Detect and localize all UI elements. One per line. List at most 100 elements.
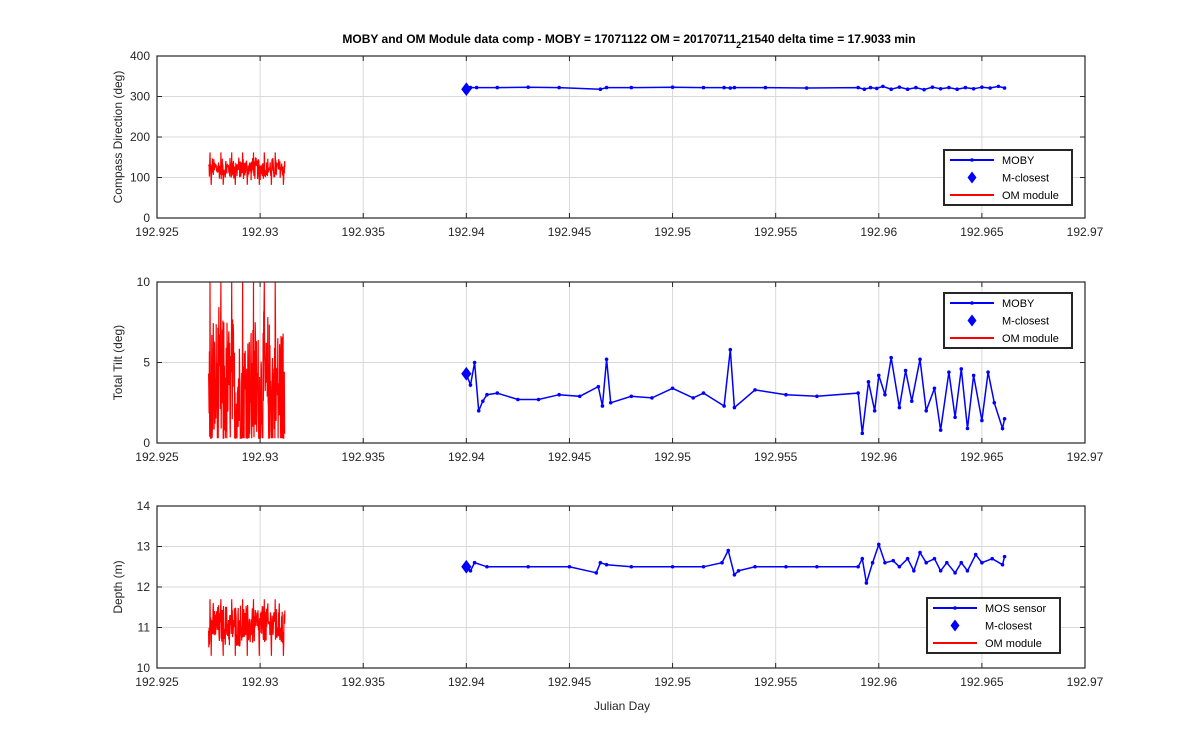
series-om-module-line — [208, 152, 286, 185]
moby-point — [856, 391, 860, 395]
moby-point — [856, 564, 860, 569]
moby-point — [905, 556, 910, 561]
moby-point — [889, 355, 893, 360]
moby-point — [990, 556, 994, 561]
moby-point — [959, 367, 964, 371]
y-tick-label: 0 — [143, 436, 150, 450]
moby-point — [468, 383, 473, 387]
moby-point — [728, 86, 733, 90]
moby-point — [629, 394, 634, 399]
y-tick-label: 10 — [137, 275, 151, 289]
x-tick-label: 192.94 — [448, 450, 485, 464]
legend: MOS sensor M-closest OM module — [926, 597, 1061, 654]
title-main: MOBY and OM Module data comp - MOBY = 17… — [342, 32, 736, 46]
y-tick-label: 200 — [130, 130, 150, 144]
moby-point — [959, 560, 964, 565]
legend-m-closest-swatch — [967, 171, 977, 184]
legend-label: M-closest — [985, 621, 1032, 633]
figure-title: MOBY and OM Module data comp - MOBY = 17… — [342, 32, 915, 50]
moby-point — [883, 560, 887, 565]
moby-point — [876, 542, 881, 547]
moby-point — [938, 428, 943, 432]
legend-m-closest-swatch — [950, 619, 960, 632]
y-tick-label: 11 — [138, 621, 151, 635]
moby-point — [955, 87, 959, 92]
moby-point — [815, 394, 819, 399]
moby-point — [598, 560, 603, 565]
moby-point — [868, 85, 873, 90]
x-axis-label: Julian Day — [594, 699, 650, 713]
y-tick-label: 400 — [130, 49, 150, 63]
moby-point — [732, 85, 737, 90]
moby-point — [938, 569, 943, 573]
moby-point — [922, 87, 926, 92]
moby-point — [474, 85, 479, 90]
moby-point — [953, 571, 957, 575]
m-closest-marker — [461, 559, 472, 574]
moby-point — [763, 85, 768, 90]
moby-point — [905, 87, 910, 92]
m-closest-marker — [461, 366, 472, 381]
moby-point — [1000, 562, 1005, 567]
legend-label: MOBY — [1002, 155, 1035, 167]
moby-point — [953, 415, 957, 420]
moby-point — [594, 571, 599, 575]
x-ticks: 192.925 192.93 192.935 192.94 192.945 192.95 1… — [135, 506, 1104, 689]
moby-point — [1002, 554, 1007, 559]
moby-point — [973, 552, 978, 557]
moby-point — [604, 85, 609, 90]
y-axis-label: Total Tilt (deg) — [111, 325, 125, 400]
series-group — [208, 82, 1007, 185]
x-tick-label: 192.97 — [1067, 675, 1104, 689]
moby-point — [815, 564, 819, 569]
y-axis-label: Depth (m) — [111, 560, 125, 613]
x-tick-label: 192.965 — [960, 225, 1004, 239]
moby-point — [577, 394, 582, 399]
moby-point — [862, 87, 867, 92]
moby-point — [732, 573, 737, 577]
moby-point — [891, 558, 896, 563]
legend-label: OM module — [1002, 190, 1059, 202]
x-tick-label: 192.93 — [242, 450, 279, 464]
moby-point — [965, 569, 970, 573]
x-tick-label: 192.94 — [448, 675, 485, 689]
subplot-3: 192.925 192.93 192.935 192.94 192.945 192.95 1… — [111, 499, 1104, 689]
subplots: 192.925 192.93 192.935 192.94 192.945 192.95 1… — [111, 49, 1104, 689]
moby-point — [1002, 417, 1007, 421]
moby-point — [992, 400, 997, 405]
y-ticks: 10 11 12 13 14 — [137, 499, 1085, 675]
moby-point — [557, 85, 561, 90]
series-group — [208, 281, 1007, 439]
moby-point — [918, 550, 922, 555]
moby-point — [947, 85, 951, 90]
y-tick-label: 12 — [137, 580, 151, 594]
title-suffix: 21540 delta time = 17.9033 min — [741, 32, 915, 46]
moby-point — [732, 405, 737, 410]
y-tick-label: 300 — [130, 90, 150, 104]
x-tick-label: 192.965 — [960, 675, 1004, 689]
moby-point — [912, 569, 916, 573]
moby-point — [495, 391, 500, 395]
moby-point — [670, 564, 675, 569]
legend-label: OM module — [1002, 333, 1059, 345]
moby-point — [980, 418, 984, 423]
legend-label: MOS sensor — [985, 603, 1046, 615]
x-tick-label: 192.945 — [548, 450, 592, 464]
moby-point — [701, 391, 706, 395]
moby-point — [468, 569, 473, 573]
moby-point — [988, 86, 992, 90]
moby-point — [495, 85, 500, 90]
y-axis-label: Compass Direction (deg) — [111, 71, 125, 204]
subplot-1: 192.925 192.93 192.935 192.94 192.945 192.95 1… — [111, 49, 1104, 239]
moby-point — [485, 564, 489, 569]
x-tick-label: 192.925 — [135, 450, 179, 464]
subplot-2: 192.925 192.93 192.935 192.94 192.945 192.95 1… — [111, 275, 1104, 464]
moby-point — [963, 85, 968, 90]
moby-point — [784, 392, 788, 397]
moby-point — [971, 87, 976, 91]
moby-point — [889, 87, 893, 92]
x-tick-label: 192.955 — [754, 225, 798, 239]
x-tick-label: 192.925 — [135, 675, 179, 689]
series-moby-line — [465, 542, 1006, 584]
moby-point — [722, 85, 726, 90]
